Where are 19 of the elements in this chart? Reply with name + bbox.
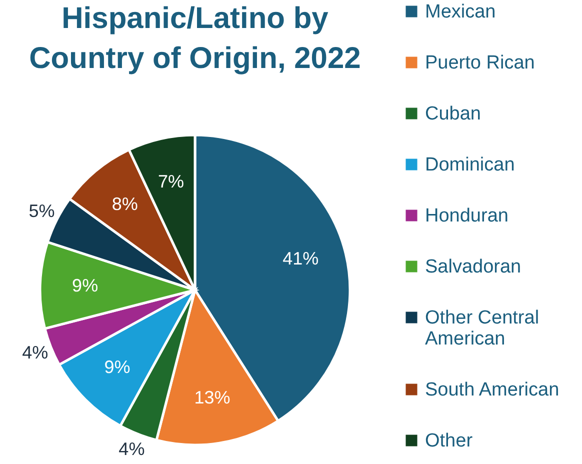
data-label: 9% [104, 356, 130, 377]
legend-label: Other [425, 430, 474, 452]
data-label: 41% [282, 248, 319, 268]
legend-label: Mexican [425, 2, 496, 22]
legend-label: Honduran [425, 206, 508, 226]
data-label: 5% [28, 200, 55, 221]
data-label: 7% [158, 172, 184, 192]
data-label: 9% [72, 276, 98, 296]
text: Hispanic/Latino by Country of Origin, 2022 [29, 2, 361, 75]
legend-label: Cuban [425, 104, 481, 124]
legend-label: Other Central American [425, 308, 540, 350]
legend-label: Salvadoran [425, 256, 522, 278]
data-label: 8% [112, 194, 138, 214]
legend-label: South American [425, 380, 560, 400]
data-label: 4% [22, 342, 48, 362]
legend-label: Dominican [425, 154, 515, 176]
data-label: 4% [118, 438, 145, 459]
legend-label: Puerto Rican [425, 52, 535, 74]
data-label: 13% [194, 388, 230, 408]
